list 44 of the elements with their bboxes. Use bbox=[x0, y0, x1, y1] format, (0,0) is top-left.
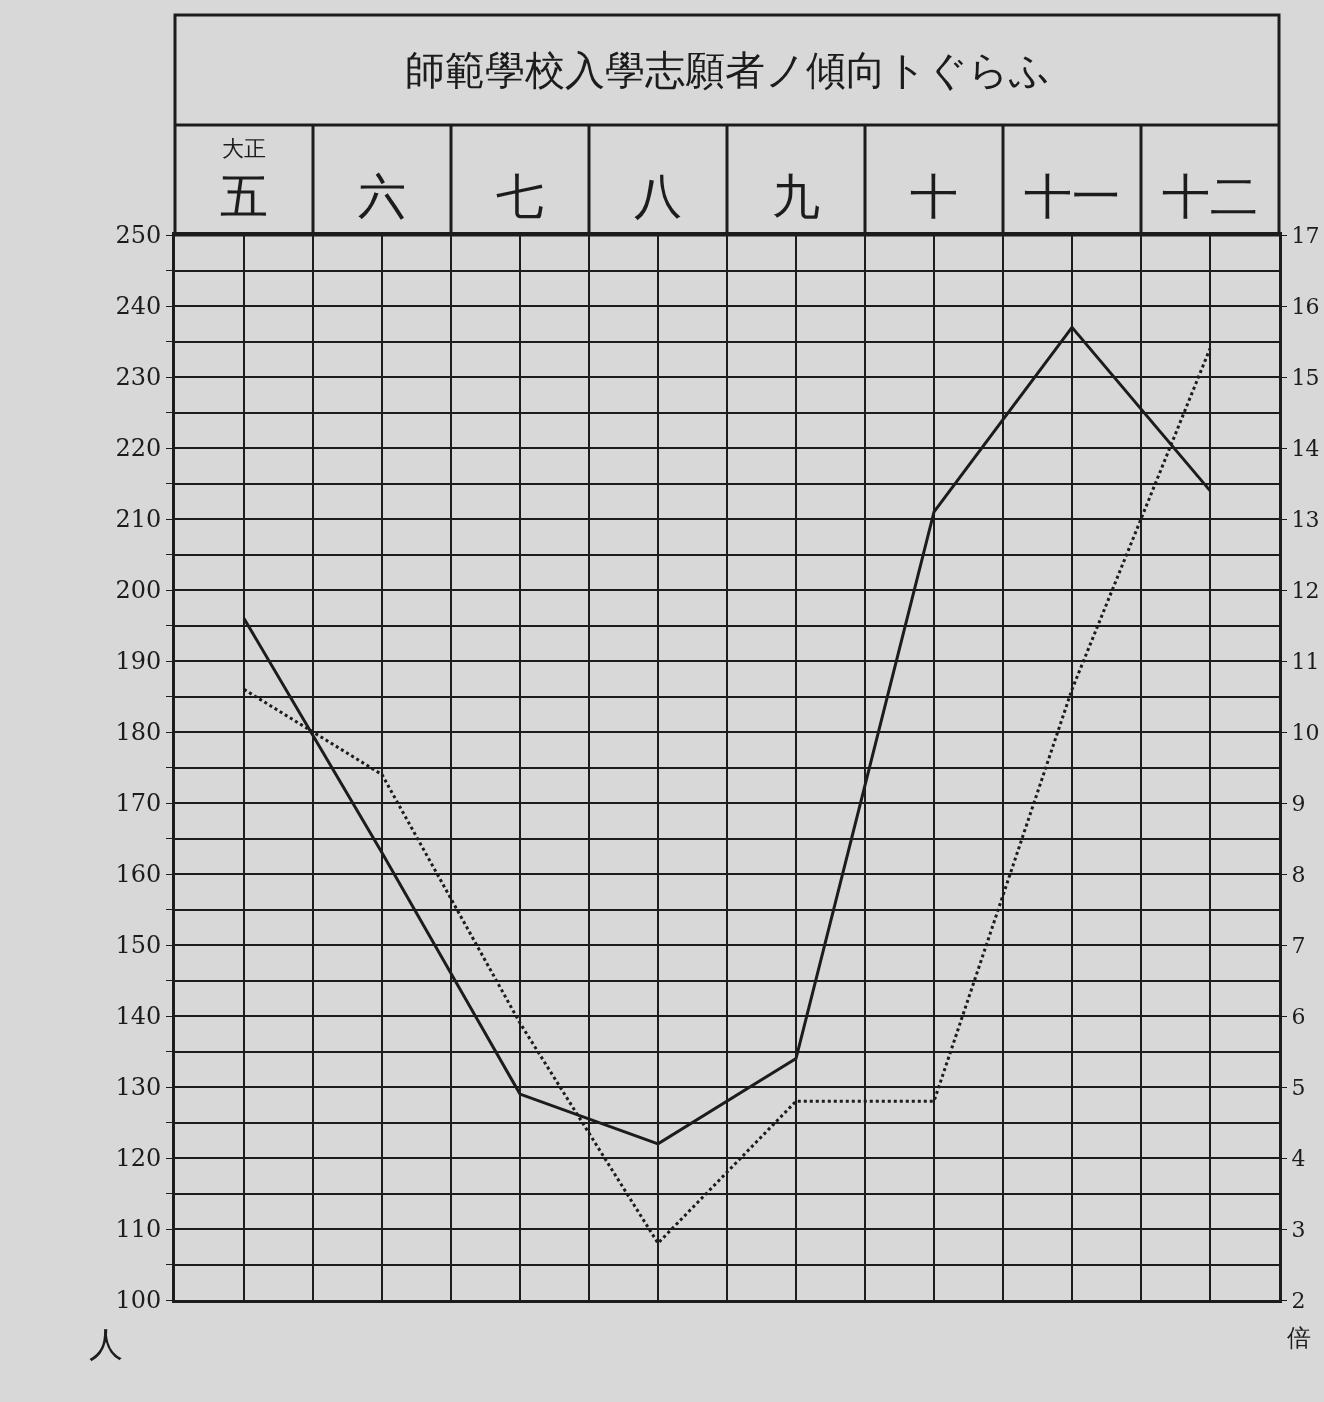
y2-tick-label: 11 bbox=[1291, 648, 1320, 674]
y-tick-label: 150 bbox=[115, 931, 162, 960]
x-tick-label: 十一 bbox=[1024, 167, 1120, 224]
y2-axis-title: 倍 bbox=[1287, 1324, 1311, 1352]
y2-tick-label: 9 bbox=[1291, 790, 1306, 816]
y2-tick-label: 12 bbox=[1291, 577, 1320, 603]
y-tick-label: 100 bbox=[115, 1286, 162, 1315]
y-tick-label: 220 bbox=[115, 434, 162, 463]
y2-tick-label: 14 bbox=[1291, 435, 1320, 461]
y-tick-label: 140 bbox=[115, 1002, 162, 1031]
y2-tick-label: 15 bbox=[1291, 364, 1320, 390]
y-tick-label: 210 bbox=[115, 505, 162, 534]
y-tick-label: 130 bbox=[115, 1073, 162, 1102]
y2-tick-label: 3 bbox=[1291, 1216, 1306, 1242]
x-tick-label: 十 bbox=[910, 167, 958, 224]
y-tick-label: 160 bbox=[115, 860, 162, 889]
y-tick-label: 170 bbox=[115, 789, 162, 818]
x-tick-label: 七 bbox=[496, 167, 544, 224]
y-tick-label: 120 bbox=[115, 1144, 162, 1173]
y2-tick-label: 5 bbox=[1291, 1074, 1306, 1100]
y2-tick-label: 10 bbox=[1291, 719, 1320, 745]
y-tick-label: 110 bbox=[115, 1215, 162, 1244]
y2-tick-label: 4 bbox=[1291, 1145, 1306, 1171]
y-tick-label: 230 bbox=[115, 363, 162, 392]
x-tick-label: 十二 bbox=[1162, 167, 1258, 224]
y2-tick-label: 7 bbox=[1291, 932, 1306, 958]
x-axis-title: 大正 bbox=[222, 136, 266, 161]
y2-tick-label: 2 bbox=[1291, 1287, 1306, 1313]
y2-tick-label: 17 bbox=[1291, 222, 1320, 248]
x-tick-label: 九 bbox=[772, 167, 820, 224]
y-tick-label: 190 bbox=[115, 647, 162, 676]
y-tick-label: 180 bbox=[115, 718, 162, 747]
y-tick-label: 200 bbox=[115, 576, 162, 605]
x-tick-label: 六 bbox=[358, 167, 406, 224]
x-tick-label: 五 bbox=[220, 167, 268, 224]
y2-tick-label: 16 bbox=[1291, 293, 1320, 319]
chart-title: 師範學校入學志願者ノ傾向トぐらふ bbox=[405, 47, 1050, 93]
y2-tick-label: 8 bbox=[1291, 861, 1306, 887]
y-tick-label: 240 bbox=[115, 292, 162, 321]
y2-tick-label: 13 bbox=[1291, 506, 1320, 532]
y-axis-title: 人 bbox=[89, 1324, 123, 1364]
y-tick-label: 250 bbox=[115, 221, 162, 250]
x-tick-label: 八 bbox=[634, 167, 682, 224]
y2-tick-label: 6 bbox=[1291, 1003, 1306, 1029]
